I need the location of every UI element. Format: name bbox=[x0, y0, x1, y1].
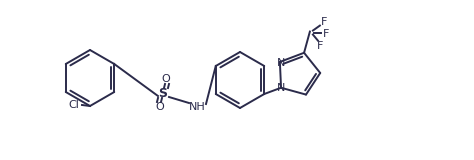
Text: S: S bbox=[158, 87, 167, 100]
Text: O: O bbox=[155, 102, 164, 112]
Text: NH: NH bbox=[189, 102, 205, 112]
Text: O: O bbox=[162, 74, 170, 84]
Text: N: N bbox=[277, 58, 285, 68]
Text: F: F bbox=[323, 29, 329, 39]
Text: Cl: Cl bbox=[69, 100, 80, 110]
Text: N: N bbox=[277, 83, 285, 93]
Text: F: F bbox=[321, 17, 327, 27]
Text: F: F bbox=[317, 41, 323, 51]
